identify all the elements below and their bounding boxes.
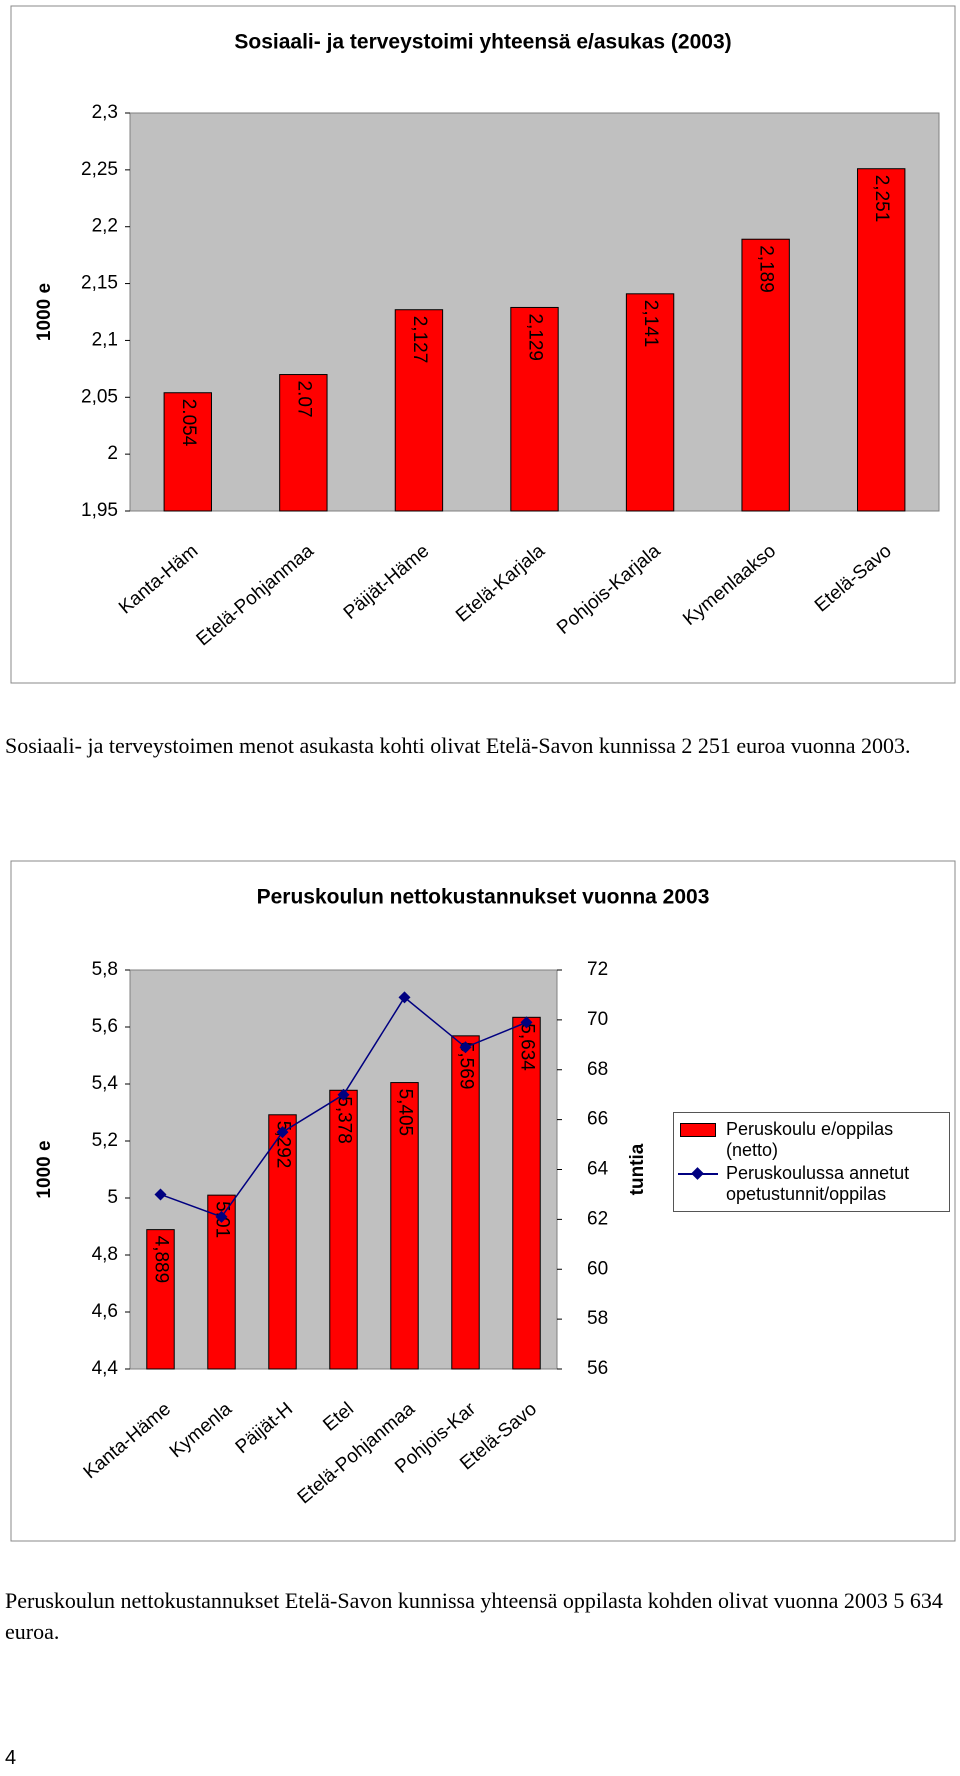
y-tick-label: 4,8 [92, 1244, 118, 1265]
legend-item: Peruskoulussa annetut opetustunnit/oppil… [678, 1163, 945, 1205]
value-label: 2.054 [178, 399, 199, 447]
value-label: 5,634 [516, 1023, 537, 1071]
chart-title: Sosiaali- ja terveystoimi yhteensä e/asu… [234, 31, 731, 54]
value-label: 5,378 [333, 1096, 354, 1144]
bar [329, 1089, 358, 1370]
y2-tick-label: 60 [587, 1258, 608, 1279]
paragraph: Sosiaali- ja terveystoimen menot asukast… [5, 733, 911, 758]
y-tick-label: 5,6 [92, 1016, 118, 1037]
line-marker [398, 991, 411, 1004]
y-tick-label: 5,2 [92, 1130, 118, 1151]
value-label: 2,251 [871, 175, 892, 223]
y-tick-label: 2,3 [92, 102, 118, 123]
y-tick-label: 5,8 [92, 959, 118, 980]
y-tick-label: 2 [107, 443, 118, 464]
y2-tick-label: 72 [587, 959, 608, 980]
bar [146, 1229, 175, 1370]
y2-tick-label: 66 [587, 1109, 608, 1130]
y-tick-label: 2,2 [92, 216, 118, 237]
legend-swatch [678, 1163, 718, 1183]
line-marker [276, 1126, 289, 1139]
y2-tick-label: 62 [587, 1208, 608, 1229]
line-marker [337, 1088, 350, 1101]
value-label: 2,127 [409, 316, 430, 364]
value-label: 4,889 [150, 1236, 171, 1284]
legend-marker-swatch [691, 1167, 704, 1180]
chart-title: Peruskoulun nettokustannukset vuonna 200… [257, 886, 710, 909]
bar [394, 309, 444, 512]
legend-item: Peruskoulu e/oppilas (netto) [678, 1119, 945, 1161]
value-label: 2,141 [640, 300, 661, 348]
legend-bar-swatch [680, 1123, 716, 1137]
line-marker [459, 1041, 472, 1054]
bar [451, 1035, 480, 1370]
page-number: 4 [5, 1747, 17, 1769]
y2-tick-label: 68 [587, 1059, 608, 1080]
y-tick-label: 1,95 [81, 500, 118, 521]
bar [625, 293, 675, 512]
y-tick-label: 2,05 [81, 386, 118, 407]
y-tick-label: 5,4 [92, 1073, 119, 1094]
value-label: 2,129 [524, 313, 545, 361]
y2-tick-label: 64 [587, 1159, 609, 1180]
y-axis-label: 1000 e [34, 283, 55, 341]
y-tick-label: 2,1 [92, 329, 118, 350]
y-tick-label: 5 [107, 1187, 118, 1208]
value-label: 2,189 [756, 245, 777, 293]
bar [510, 306, 559, 512]
value-label: 2.07 [293, 381, 314, 418]
paragraph: Peruskoulun nettokustannukset Etelä-Savo… [5, 1588, 943, 1644]
y-tick-label: 2,25 [81, 159, 118, 180]
value-label: 5,569 [455, 1042, 476, 1090]
bar [741, 238, 790, 512]
bar [279, 374, 328, 512]
bar [268, 1114, 297, 1370]
line-marker [154, 1188, 167, 1201]
legend: Peruskoulu e/oppilas (netto) Peruskoulus… [673, 1112, 950, 1212]
value-label: 5,405 [394, 1089, 415, 1137]
y-tick-label: 2,15 [81, 273, 118, 294]
bar [207, 1194, 236, 1370]
line-marker [520, 1016, 533, 1029]
y-axis-label: 1000 e [34, 1140, 55, 1198]
line-marker [215, 1210, 228, 1223]
legend-label: Peruskoulu e/oppilas (netto) [726, 1119, 894, 1160]
legend-swatch [678, 1119, 718, 1139]
legend-label: Peruskoulussa annetut opetustunnit/oppil… [726, 1163, 910, 1204]
y2-tick-label: 70 [587, 1009, 608, 1030]
y2-tick-label: 58 [587, 1308, 608, 1329]
bar [163, 392, 212, 512]
y-tick-label: 4,6 [92, 1301, 118, 1322]
bar [390, 1082, 419, 1370]
y2-axis-label: tuntia [627, 1143, 648, 1195]
bar [857, 168, 906, 512]
y2-tick-label: 56 [587, 1358, 608, 1379]
y-tick-label: 4,4 [92, 1358, 119, 1379]
